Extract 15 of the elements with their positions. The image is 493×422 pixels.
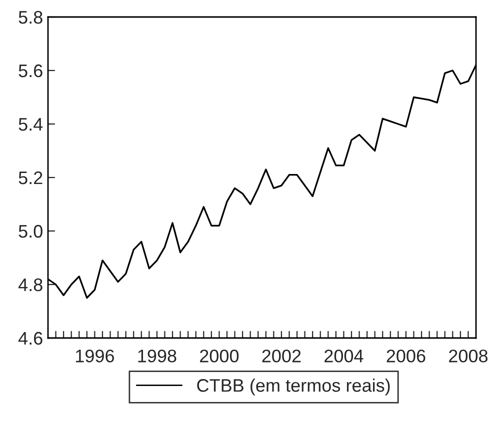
x-tick-label: 1996	[76, 350, 114, 362]
x-tick-label: 2008	[449, 350, 488, 362]
x-tick-label: 2006	[386, 350, 426, 362]
x-tick-label: 2002	[262, 350, 301, 362]
y-tick-label: 4.6	[18, 332, 42, 345]
x-tick-label: 2004	[324, 350, 364, 362]
y-tick-label: 4.8	[18, 278, 42, 292]
y-tick-label: 5.6	[18, 64, 42, 78]
x-tick-label: 1998	[138, 350, 176, 362]
legend-label: CTBB (em termos reais)	[197, 378, 390, 396]
y-tick-label: 5.2	[18, 171, 42, 184]
y-tick-label: 5.8	[18, 10, 42, 24]
y-tick-label: 5.0	[18, 224, 42, 238]
y-tick-label: 5.4	[18, 118, 43, 131]
x-tick-label: 2000	[200, 350, 239, 362]
